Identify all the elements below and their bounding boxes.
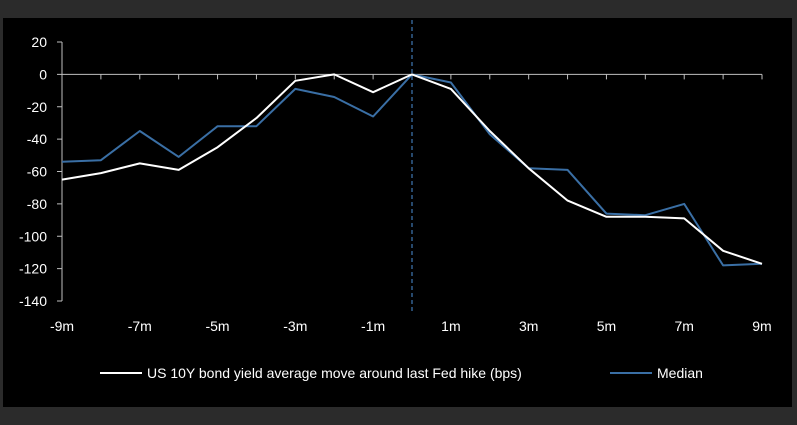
legend-item-us10y-average: US 10Y bond yield average move around la… [147,365,522,381]
x-tick-label: -3m [283,318,307,334]
y-tick-label: 20 [31,34,47,50]
y-tick-label: -100 [19,228,47,244]
y-tick-label: -40 [27,131,47,147]
x-tick-label: 9m [752,318,771,334]
x-tick-label: 5m [597,318,616,334]
x-tick-label: -9m [50,318,74,334]
y-tick-label: -60 [27,164,47,180]
plot-panel [3,18,792,407]
x-tick-label: 1m [441,318,460,334]
legend: US 10Y bond yield average move around la… [100,365,703,381]
x-tick-label: 7m [674,318,693,334]
y-tick-label: -80 [27,196,47,212]
series-layer [61,73,763,267]
x-tick-label: 3m [519,318,538,334]
x-tick-label: -1m [361,318,385,334]
y-tick-label: 0 [39,66,47,82]
y-tick-label: -120 [19,261,47,277]
series-line-us10y-average [61,73,763,265]
legend-item-median: Median [657,365,703,381]
y-tick-label: -140 [19,293,47,309]
axes-layer: 20 0 -20 -40 -60 -80 -100 -120 -140-9m -7m -5m -3m -… [19,20,772,334]
y-tick-label: -20 [27,99,47,115]
x-tick-label: -7m [128,318,152,334]
x-tick-label: -5m [205,318,229,334]
